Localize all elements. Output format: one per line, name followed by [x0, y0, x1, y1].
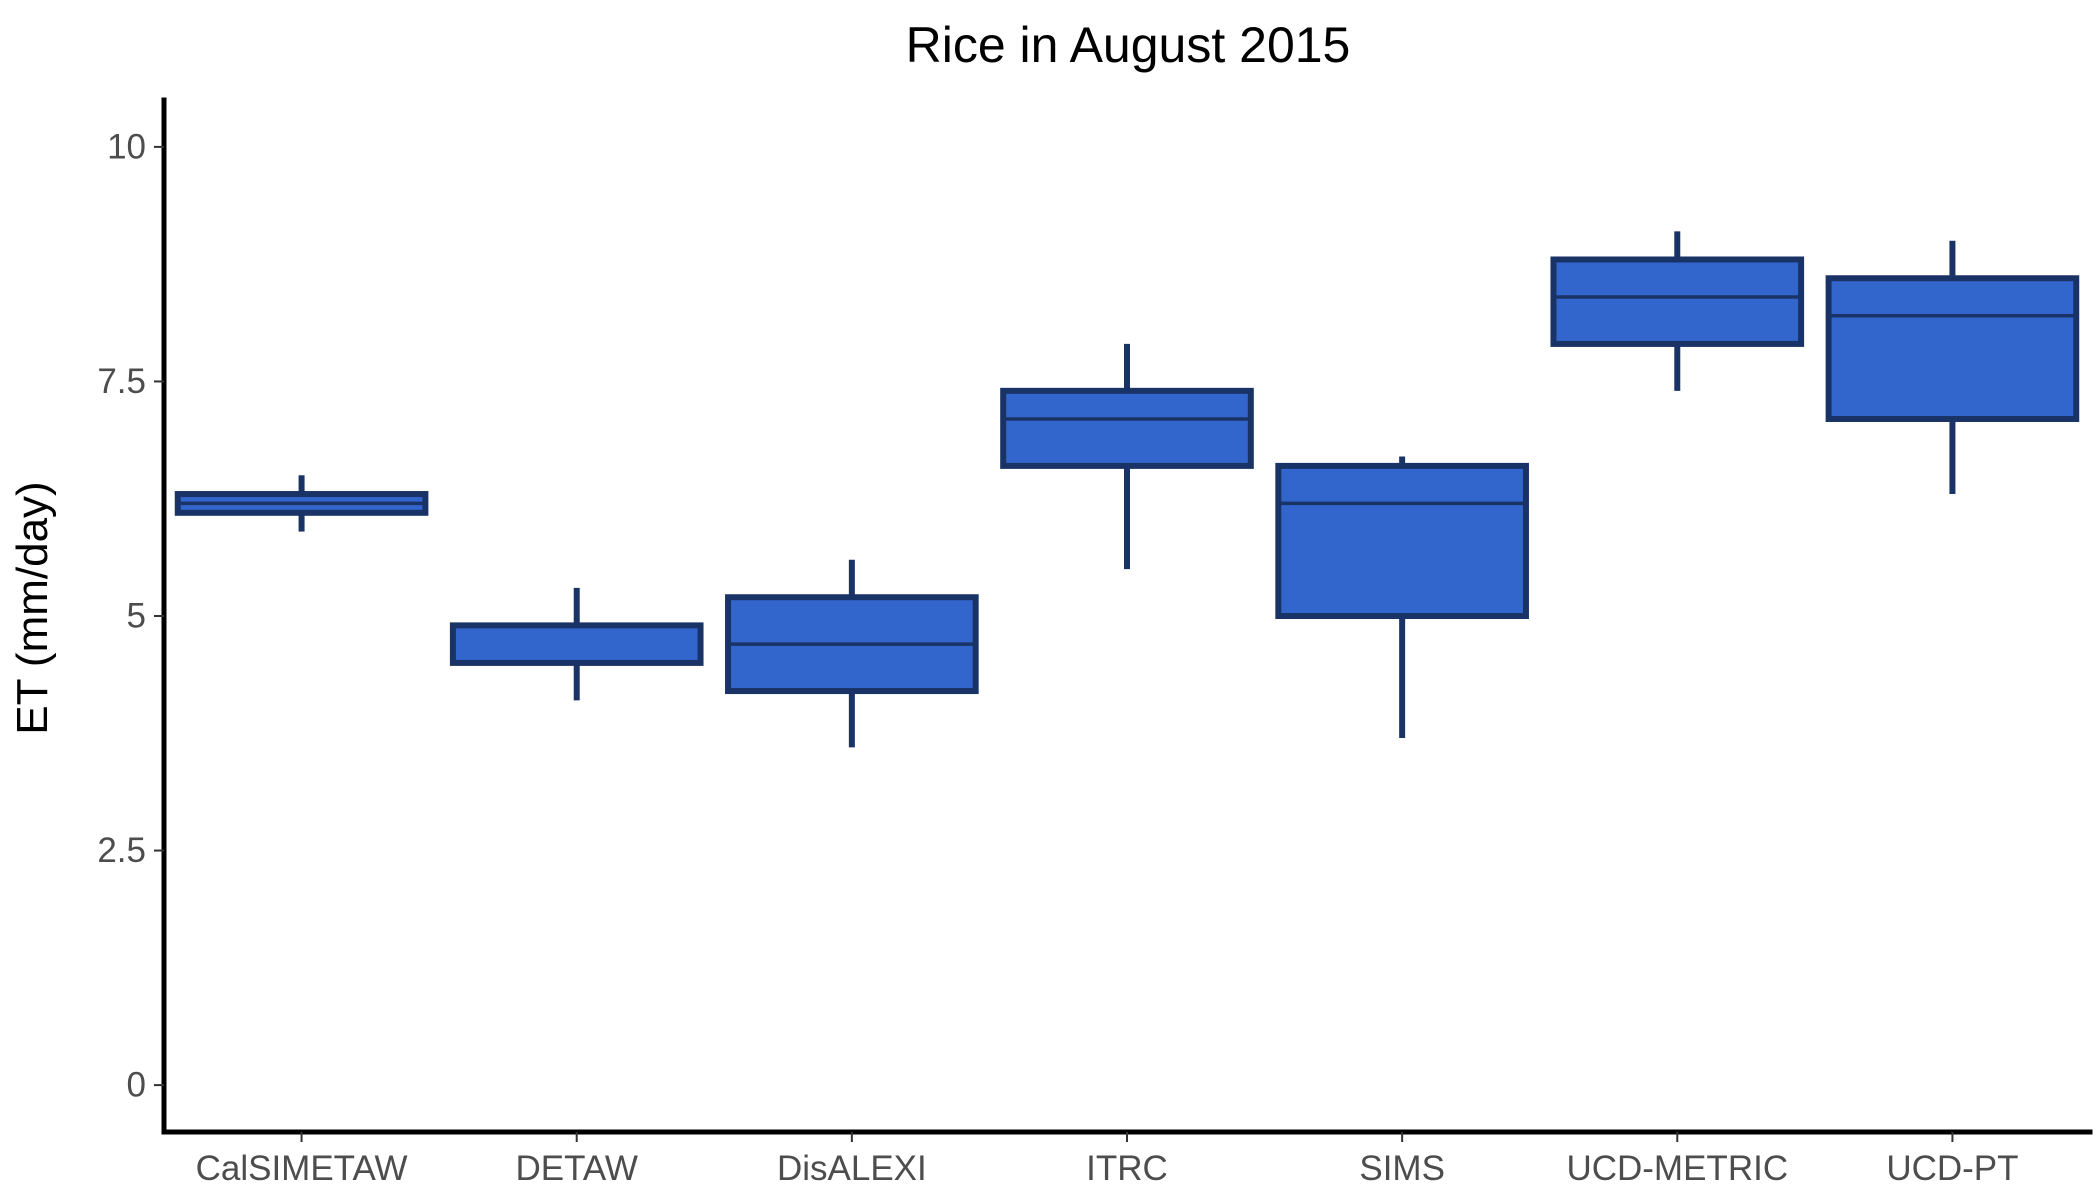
box-body	[449, 622, 704, 666]
y-tick-label: 2.5	[97, 831, 146, 870]
box-ucd-pt	[1825, 240, 2080, 495]
x-tick-label: DETAW	[515, 1149, 637, 1188]
chart-axes: 0 2.5 5 7.5 10 CalSIMETAW DETAW DisALEXI ITRC SIM…	[97, 97, 2093, 1188]
chart-title: Rice in August 2015	[906, 17, 1351, 73]
x-tick-label: SIMS	[1359, 1149, 1445, 1188]
chart-marks	[174, 231, 2080, 748]
x-tick-label: DisALEXI	[777, 1149, 927, 1188]
box-body	[1550, 256, 1805, 347]
box-body	[1825, 275, 2080, 422]
box-disalexi	[725, 559, 979, 748]
box-ucd-metric	[1550, 231, 1805, 391]
box-calsimetaw	[174, 475, 429, 532]
box-body	[1275, 462, 1529, 619]
x-tick-label: UCD-PT	[1886, 1149, 2018, 1188]
box-detaw	[449, 587, 704, 701]
box-itrc	[1000, 343, 1254, 570]
y-tick-label: 5	[127, 597, 146, 636]
y-tick-label: 10	[107, 127, 146, 166]
x-tick-label: ITRC	[1086, 1149, 1168, 1188]
y-tick-label: 7.5	[97, 362, 146, 401]
y-axis-title: ET (mm/day)	[8, 481, 57, 734]
box-body	[1000, 387, 1254, 469]
y-tick-label: 0	[127, 1066, 146, 1105]
x-tick-label: CalSIMETAW	[196, 1149, 408, 1188]
x-tick-label: UCD-METRIC	[1566, 1149, 1788, 1188]
box-sims	[1275, 456, 1529, 738]
